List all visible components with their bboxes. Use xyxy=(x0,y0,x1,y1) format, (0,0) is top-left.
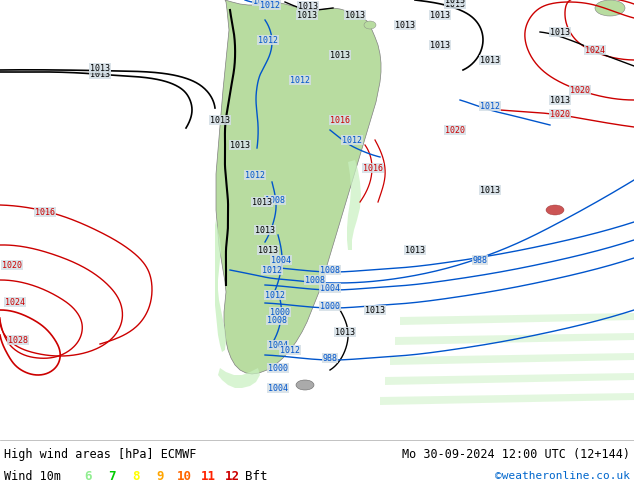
Text: 8: 8 xyxy=(133,469,139,483)
Text: 988: 988 xyxy=(472,255,488,265)
Text: 1013: 1013 xyxy=(335,327,355,337)
Text: 11: 11 xyxy=(200,469,216,483)
Text: 988: 988 xyxy=(323,353,337,363)
Ellipse shape xyxy=(364,21,376,29)
Text: 1004: 1004 xyxy=(320,284,340,293)
Text: 1013: 1013 xyxy=(90,70,110,78)
Text: 1012: 1012 xyxy=(342,136,362,145)
Text: 1013: 1013 xyxy=(252,197,272,206)
Text: 1013: 1013 xyxy=(330,50,350,59)
Text: 1024: 1024 xyxy=(5,297,25,307)
Text: 1012: 1012 xyxy=(258,35,278,45)
Text: 1012: 1012 xyxy=(480,101,500,111)
Text: Wind 10m: Wind 10m xyxy=(4,469,61,483)
Text: 1012: 1012 xyxy=(245,171,265,179)
Text: 1016: 1016 xyxy=(330,116,350,124)
Text: 1012: 1012 xyxy=(280,345,300,354)
Text: 1013: 1013 xyxy=(365,305,385,315)
Text: 1008: 1008 xyxy=(305,275,325,285)
Text: 1004: 1004 xyxy=(268,384,288,392)
Text: 1016: 1016 xyxy=(35,207,55,217)
Polygon shape xyxy=(385,373,634,385)
Text: 1013: 1013 xyxy=(255,225,275,235)
Text: 1004: 1004 xyxy=(271,255,291,265)
Text: 1000: 1000 xyxy=(268,364,288,372)
Text: 1013: 1013 xyxy=(345,10,365,20)
Text: 1013: 1013 xyxy=(230,141,250,149)
Text: 1020: 1020 xyxy=(550,109,570,119)
Text: 1013: 1013 xyxy=(258,245,278,254)
Text: High wind areas [hPa] ECMWF: High wind areas [hPa] ECMWF xyxy=(4,447,197,461)
Polygon shape xyxy=(218,368,260,388)
Text: 1016: 1016 xyxy=(363,164,383,172)
Text: 1024: 1024 xyxy=(585,46,605,54)
Ellipse shape xyxy=(546,205,564,215)
Text: 1013: 1013 xyxy=(480,186,500,195)
Polygon shape xyxy=(216,0,381,374)
Polygon shape xyxy=(390,353,634,365)
Text: 1012: 1012 xyxy=(290,75,310,84)
Text: 1012: 1012 xyxy=(253,0,273,5)
Text: 1008: 1008 xyxy=(267,316,287,324)
Ellipse shape xyxy=(296,380,314,390)
Text: 9: 9 xyxy=(156,469,164,483)
Text: 1013: 1013 xyxy=(480,55,500,65)
Text: 1013: 1013 xyxy=(297,10,317,20)
Text: 1013: 1013 xyxy=(430,10,450,20)
Text: 6: 6 xyxy=(84,469,92,483)
Polygon shape xyxy=(380,393,634,405)
Text: 7: 7 xyxy=(108,469,116,483)
Text: 1013: 1013 xyxy=(90,64,110,73)
Polygon shape xyxy=(395,333,634,345)
Text: 1012: 1012 xyxy=(265,291,285,299)
Polygon shape xyxy=(215,220,226,352)
Text: 1020: 1020 xyxy=(445,125,465,134)
Text: 1028: 1028 xyxy=(8,336,28,344)
Text: 1013: 1013 xyxy=(445,0,465,8)
Text: 1020: 1020 xyxy=(570,85,590,95)
Text: 1000: 1000 xyxy=(270,308,290,317)
Text: 1013: 1013 xyxy=(430,41,450,49)
Text: 12: 12 xyxy=(224,469,240,483)
Text: 10: 10 xyxy=(176,469,191,483)
Text: 1020: 1020 xyxy=(2,261,22,270)
Ellipse shape xyxy=(595,0,625,16)
Text: ©weatheronline.co.uk: ©weatheronline.co.uk xyxy=(495,471,630,481)
Text: 1013: 1013 xyxy=(405,245,425,254)
Text: 1013: 1013 xyxy=(210,116,230,124)
Text: 1013: 1013 xyxy=(550,27,570,36)
Polygon shape xyxy=(347,160,361,250)
Text: Bft: Bft xyxy=(245,469,268,483)
Text: 1013: 1013 xyxy=(550,96,570,104)
Text: 1012: 1012 xyxy=(262,266,282,274)
Text: 1012: 1012 xyxy=(260,0,280,9)
Text: 1013: 1013 xyxy=(298,1,318,10)
Text: 1013: 1013 xyxy=(395,21,415,29)
Text: 1000: 1000 xyxy=(320,301,340,311)
Text: 1008: 1008 xyxy=(320,266,340,274)
Text: 1008: 1008 xyxy=(265,196,285,204)
Text: 1004: 1004 xyxy=(268,341,288,349)
Text: 1013: 1013 xyxy=(445,0,465,4)
Polygon shape xyxy=(400,313,634,325)
Text: Mo 30-09-2024 12:00 UTC (12+144): Mo 30-09-2024 12:00 UTC (12+144) xyxy=(402,447,630,461)
